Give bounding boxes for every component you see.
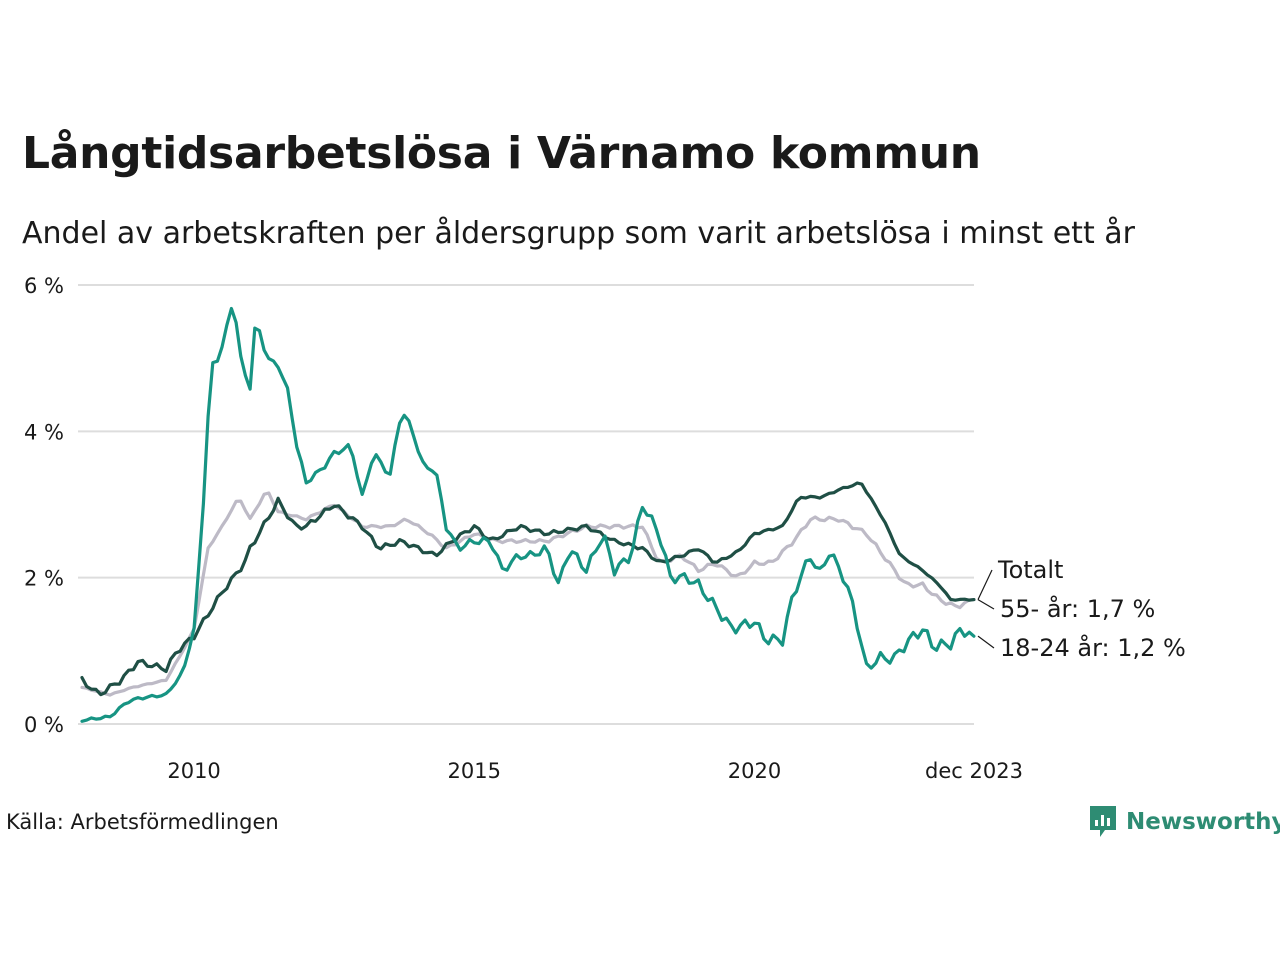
series-line-18-24-r — [80, 306, 976, 723]
series-end-labels: Totalt 55- år: 1,7 % 18-24 år: 1,2 % — [977, 556, 1186, 662]
brand-logo: Newsworthy — [1088, 804, 1280, 840]
source-note: Källa: Arbetsförmedlingen — [6, 810, 279, 834]
y-tick-label: 2 % — [24, 567, 64, 591]
brand-name: Newsworthy — [1126, 809, 1280, 835]
x-tick-label: 2020 — [728, 759, 781, 783]
series-lines — [80, 306, 976, 723]
x-tick-label: dec 2023 — [925, 759, 1023, 783]
x-axis-ticks: 2010 2015 2020 dec 2023 — [167, 759, 1023, 783]
y-tick-label: 0 % — [24, 713, 64, 737]
line-chart: 0 % 2 % 4 % 6 % 2010 2015 2020 dec 2023 Totalt… — [24, 274, 1186, 783]
label-leader — [977, 635, 995, 649]
y-tick-label: 6 % — [24, 274, 64, 298]
gridlines — [78, 284, 974, 725]
series-line-totalt — [80, 491, 976, 697]
x-tick-label: 2010 — [167, 759, 220, 783]
chart-title: Långtidsarbetslösa i Värnamo kommun — [22, 128, 981, 179]
series-end-label: 18-24 år: 1,2 % — [1000, 633, 1186, 662]
label-leader — [977, 569, 993, 600]
y-tick-label: 4 % — [24, 420, 64, 444]
y-axis-ticks: 0 % 2 % 4 % 6 % — [24, 274, 64, 737]
x-tick-label: 2015 — [448, 759, 501, 783]
series-end-label: Totalt — [997, 556, 1063, 584]
label-leader — [977, 599, 995, 610]
series-end-label: 55- år: 1,7 % — [1000, 594, 1155, 623]
series-line-55-r — [80, 481, 976, 697]
newsworthy-icon — [1090, 806, 1116, 837]
chart-subtitle: Andel av arbetskraften per åldersgrupp s… — [22, 216, 1135, 251]
